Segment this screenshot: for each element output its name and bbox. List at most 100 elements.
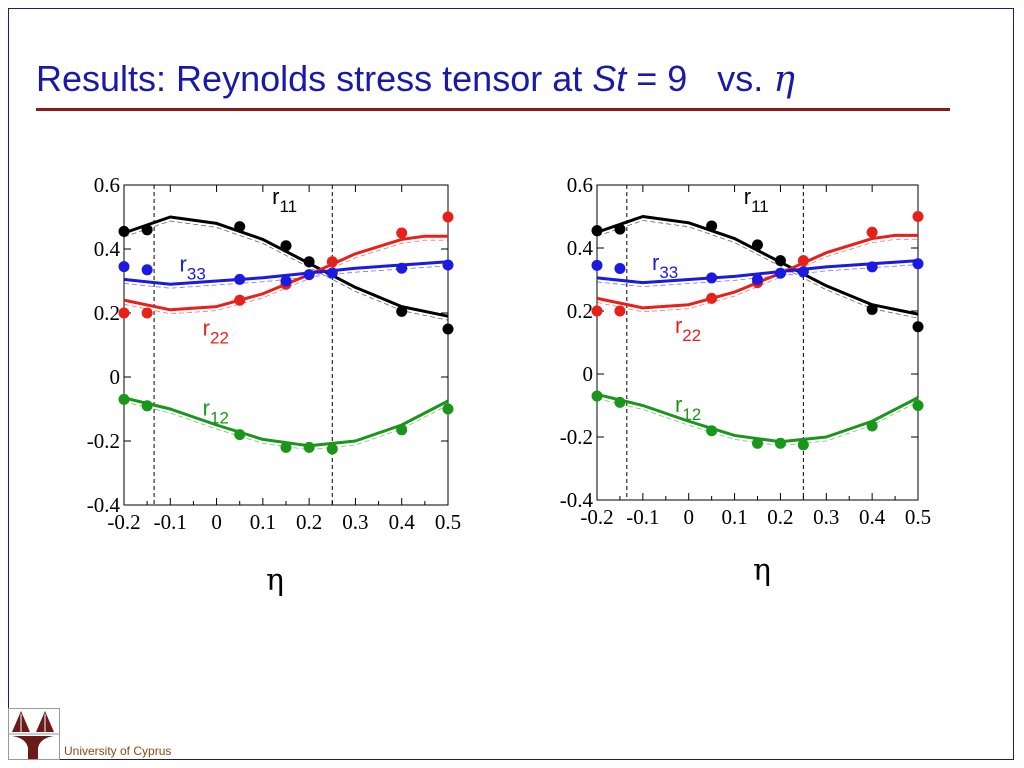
data-point-r11 bbox=[591, 225, 603, 237]
x-tick-label: -0.1 bbox=[626, 505, 659, 529]
data-point-r22 bbox=[442, 211, 454, 223]
series-line-r11 bbox=[123, 215, 449, 318]
data-point-r12 bbox=[141, 400, 153, 412]
data-point-r11 bbox=[141, 224, 153, 236]
data-point-r33 bbox=[141, 264, 153, 276]
slide-title: Results: Reynolds stress tensor at St = … bbox=[36, 58, 795, 100]
model-line-r22 bbox=[123, 239, 448, 315]
y-tick-label: -0.2 bbox=[560, 425, 593, 449]
data-point-r11 bbox=[866, 303, 878, 315]
data-point-r12 bbox=[396, 424, 408, 436]
data-point-r11 bbox=[234, 221, 246, 233]
y-tick-label: -0.4 bbox=[560, 488, 594, 512]
series-label-r22: r22 bbox=[675, 313, 701, 345]
data-point-r22 bbox=[912, 211, 924, 222]
data-point-r12 bbox=[912, 400, 924, 411]
x-tick-label: 0.1 bbox=[721, 505, 747, 529]
x-tick-label: 0.3 bbox=[813, 505, 839, 529]
title-eq: = 9 vs. bbox=[626, 58, 774, 99]
data-point-r11 bbox=[303, 256, 315, 268]
data-point-r22 bbox=[866, 226, 878, 238]
data-point-r11 bbox=[118, 225, 130, 237]
x-tick-label: 0 bbox=[211, 510, 222, 534]
data-point-r12 bbox=[234, 429, 246, 441]
data-point-r11 bbox=[706, 220, 718, 232]
data-point-r12 bbox=[280, 441, 292, 453]
series-label-r33: r33 bbox=[652, 250, 678, 282]
data-point-r33 bbox=[303, 269, 315, 281]
x-tick-label: 0.1 bbox=[250, 510, 276, 534]
data-point-r33 bbox=[912, 258, 924, 270]
series-line-r12 bbox=[596, 393, 919, 444]
series-label-r12: r12 bbox=[675, 392, 701, 424]
series-label-r22: r22 bbox=[203, 315, 229, 347]
data-point-r33 bbox=[396, 262, 408, 274]
university-logo bbox=[8, 708, 60, 760]
title-eta: η bbox=[773, 59, 795, 100]
model-line-r11 bbox=[123, 220, 449, 321]
x-tick-label: 0.4 bbox=[859, 505, 886, 529]
x-tick-label: -0.1 bbox=[154, 510, 187, 534]
data-point-r11 bbox=[280, 240, 292, 252]
series-label-r33: r33 bbox=[180, 251, 206, 283]
data-point-r33 bbox=[752, 274, 763, 285]
y-tick-label: -0.2 bbox=[87, 429, 120, 453]
x-tick-label: 0.5 bbox=[905, 505, 931, 529]
data-point-r22 bbox=[234, 294, 246, 306]
data-point-r33 bbox=[774, 267, 786, 279]
data-point-r33 bbox=[866, 261, 878, 273]
x-tick-label: 0.4 bbox=[389, 510, 416, 534]
data-point-r22 bbox=[141, 307, 153, 319]
y-tick-label: 0.6 bbox=[94, 173, 120, 197]
data-point-r12 bbox=[774, 437, 786, 449]
data-point-r33 bbox=[706, 272, 718, 284]
model-line-r11 bbox=[596, 220, 919, 319]
data-point-r33 bbox=[118, 261, 130, 273]
data-point-r12 bbox=[591, 390, 603, 402]
y-tick-label: 0.4 bbox=[94, 237, 121, 261]
y-tick-label: -0.4 bbox=[87, 493, 121, 517]
data-point-r22 bbox=[118, 307, 130, 319]
data-point-r11 bbox=[396, 305, 408, 317]
data-point-r12 bbox=[866, 420, 878, 432]
x-tick-label: 0.5 bbox=[435, 510, 461, 534]
data-point-r33 bbox=[614, 262, 626, 274]
data-point-r33 bbox=[591, 259, 603, 271]
data-point-r22 bbox=[326, 256, 338, 268]
data-point-r11 bbox=[774, 255, 786, 267]
model-line-r12 bbox=[596, 398, 919, 447]
data-point-r11 bbox=[442, 323, 454, 335]
x-tick-label: 0.3 bbox=[342, 510, 368, 534]
y-tick-label: 0 bbox=[110, 365, 121, 389]
series-line-r33 bbox=[596, 259, 919, 285]
data-point-r11 bbox=[614, 223, 626, 235]
data-point-r12 bbox=[797, 439, 809, 451]
x-tick-label: -0.2 bbox=[580, 505, 613, 529]
data-point-r22 bbox=[396, 227, 408, 239]
x-tick-label: 0.2 bbox=[296, 510, 322, 534]
x-axis-label-left: η bbox=[266, 563, 284, 598]
y-tick-label: 0.6 bbox=[567, 173, 593, 197]
series-label-r12: r12 bbox=[203, 395, 229, 427]
data-point-r33 bbox=[797, 266, 809, 278]
y-tick-label: 0.2 bbox=[567, 299, 593, 323]
data-point-r33 bbox=[234, 273, 246, 285]
series-label-r11: r11 bbox=[744, 184, 769, 216]
y-tick-label: 0 bbox=[583, 362, 594, 386]
data-point-r22 bbox=[591, 305, 603, 317]
data-point-r22 bbox=[614, 305, 626, 317]
y-tick-label: 0.2 bbox=[94, 301, 120, 325]
series-label-r11: r11 bbox=[272, 184, 297, 216]
data-point-r12 bbox=[326, 443, 338, 455]
data-point-r12 bbox=[706, 425, 718, 437]
title-st: St bbox=[592, 58, 627, 99]
data-point-r33 bbox=[326, 267, 338, 279]
series-line-r33 bbox=[123, 260, 449, 286]
y-tick-label: 0.4 bbox=[567, 236, 594, 260]
data-point-r12 bbox=[442, 403, 454, 415]
title-prefix: Results: Reynolds stress tensor at bbox=[36, 58, 593, 99]
series-line-r11 bbox=[596, 215, 919, 316]
data-point-r22 bbox=[706, 292, 718, 304]
